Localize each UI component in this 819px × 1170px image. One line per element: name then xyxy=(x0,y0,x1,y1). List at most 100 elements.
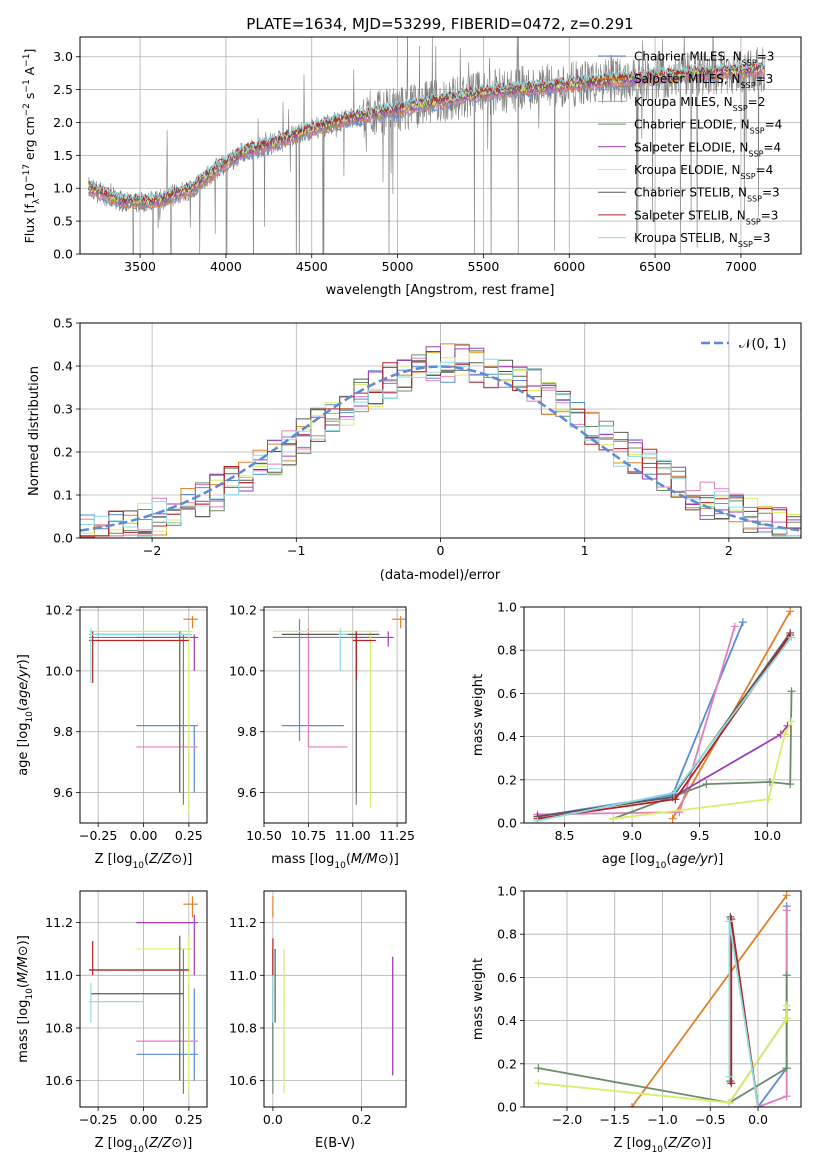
x-tick-label: −1.0 xyxy=(647,1112,677,1127)
y-axis-label-part: λ xyxy=(32,198,42,204)
x-axis-label-part: 10 xyxy=(133,861,145,871)
mass-weight-marker xyxy=(669,788,678,797)
error-bar-point xyxy=(89,634,189,805)
y-tick-label: 1.0 xyxy=(497,884,517,899)
x-tick-label: 3500 xyxy=(124,259,156,274)
y-tick-label: 1.0 xyxy=(53,181,73,196)
mass-weight-marker xyxy=(671,795,680,804)
mass-weight-marker xyxy=(725,917,734,926)
y-axis-label: Normed distribution xyxy=(27,366,42,496)
y-axis-label-part: −1 xyxy=(22,54,32,67)
axes-frame xyxy=(263,890,407,1108)
residual-histogram xyxy=(80,344,801,537)
mass-weight-marker xyxy=(787,633,796,642)
y-tick-label: 11.0 xyxy=(229,968,257,983)
y-tick-label: 0.0 xyxy=(53,247,73,262)
legend-label: Kroupa STELIB, NSSP=3 xyxy=(634,231,771,249)
legend-label: Chabrier MILES, NSSP=3 xyxy=(634,50,774,68)
legend-label: Salpeter STELIB, NSSP=3 xyxy=(634,208,778,226)
grid-mass_vs_ebv xyxy=(264,891,406,1107)
x-axis-label-part: Z/Z xyxy=(148,852,172,867)
x-tick-label: 0.00 xyxy=(130,1112,158,1127)
x-tick-label: 6000 xyxy=(553,259,585,274)
plot-area-residuals xyxy=(80,343,801,538)
y-tick-label: 1.5 xyxy=(53,148,73,163)
x-axis-label-part: Z/Z xyxy=(667,1136,691,1151)
y-axis-label: mass weight xyxy=(471,674,486,756)
legend-value: =2 xyxy=(748,95,766,109)
y-axis-label-part: A xyxy=(22,66,37,79)
legend-subscript: SSP xyxy=(748,149,763,158)
axes-mass_vs_ebv: 0.0 0.2 10.6 10.8 11.0 11.2 E(B-V) xyxy=(229,890,407,1151)
y-axis-label-part: 10 xyxy=(25,711,35,723)
mass-weight-line xyxy=(537,634,791,820)
axes-frame xyxy=(79,606,208,824)
y-axis-label-part: s xyxy=(22,93,37,104)
plot-area-mass_vs_ebv xyxy=(272,896,394,1094)
y-axis-label-part: 10 xyxy=(25,988,35,1000)
error-bar-point xyxy=(281,619,344,741)
x-tick-label: 0.25 xyxy=(175,828,203,843)
mass-weight-marker xyxy=(534,1064,543,1073)
x-axis-label-part: ( xyxy=(663,1136,668,1151)
plot-area-age_vs_Z xyxy=(89,616,198,811)
legend-text: Salpeter STELIB, N xyxy=(634,208,746,222)
x-axis-label: wavelength [Angstrom, rest frame] xyxy=(326,283,555,298)
error-bar-point xyxy=(89,948,189,1094)
y-axis-label-part: )] xyxy=(16,654,31,664)
legend-value: =3 xyxy=(761,208,779,222)
legend-subscript: SSP xyxy=(747,194,762,203)
legend-subscript: SSP xyxy=(746,217,761,226)
y-axis-label-part: Flux [f xyxy=(22,204,37,244)
legend-value: =3 xyxy=(757,50,775,64)
error-bar-point xyxy=(391,616,406,629)
y-tick-label: 0.2 xyxy=(497,772,517,787)
x-tick-label: 0 xyxy=(437,543,445,558)
y-axis-label-part: ( xyxy=(16,706,31,711)
x-tick-label: 0.0 xyxy=(748,1112,768,1127)
axes-age_vs_Z: −0.25 0.00 0.259.69.810.010.2Z [log10(Z/Z⊙… xyxy=(16,603,208,871)
x-axis-label-part: ⊙ xyxy=(690,1136,701,1151)
x-tick-label: 11.00 xyxy=(335,828,371,843)
mass-weight-marker xyxy=(782,1014,791,1023)
axes-frame xyxy=(263,606,407,824)
grid-age_vs_mass xyxy=(263,607,406,823)
model-spectrum-line xyxy=(88,64,765,206)
model-spectrum-line xyxy=(88,70,765,211)
y-tick-label: 0.4 xyxy=(53,359,73,374)
observed-spectrum-line xyxy=(88,37,766,254)
y-axis-label-part: age/yr xyxy=(16,663,31,706)
y-axis-label-part: −2 xyxy=(22,103,32,116)
legend-subscript: SSP xyxy=(733,103,748,112)
legend-value: =3 xyxy=(753,231,771,245)
y-tick-label: 9.6 xyxy=(53,785,73,800)
mass-weight-line xyxy=(537,621,744,818)
y-tick-label: 0.6 xyxy=(497,686,517,701)
mass-weight-marker xyxy=(787,687,796,696)
legend-value: =4 xyxy=(763,140,781,154)
y-tick-label: 10.2 xyxy=(229,603,257,618)
legend-label: 𝒩(0, 1) xyxy=(739,337,786,352)
legend-subscript: SSP xyxy=(741,81,756,90)
error-bar-point xyxy=(136,988,198,1081)
y-axis-label-part: mass [log xyxy=(16,1000,31,1063)
x-tick-label: −2 xyxy=(143,543,161,558)
x-axis-label-part: age [log xyxy=(602,852,655,867)
y-axis-label-part: M/M xyxy=(16,956,31,983)
x-tick-label: −0.25 xyxy=(79,828,117,843)
legend-label: Salpeter MILES, NSSP=3 xyxy=(634,72,773,90)
legend-label: Kroupa ELODIE, NSSP=4 xyxy=(634,163,773,181)
x-tick-label: 2 xyxy=(725,543,733,558)
x-tick-label: 7000 xyxy=(725,259,757,274)
mass-weight-marker xyxy=(782,1064,791,1073)
grid-mass_vs_Z xyxy=(80,891,207,1107)
y-tick-label: 9.6 xyxy=(237,785,257,800)
axes-frame xyxy=(79,890,208,1108)
legend-value: =4 xyxy=(765,118,783,132)
mass-weight-marker xyxy=(730,622,739,631)
x-tick-label: 9.5 xyxy=(690,828,710,843)
y-tick-label: 0.5 xyxy=(53,214,73,229)
legend-subscript: SSP xyxy=(742,58,757,67)
plot-layer: 3500 4000 4500 5000 5500 6000 6500 7000 0.0 0.5 1.… xyxy=(16,36,802,1155)
plot-area-age_vs_mass xyxy=(272,616,406,808)
